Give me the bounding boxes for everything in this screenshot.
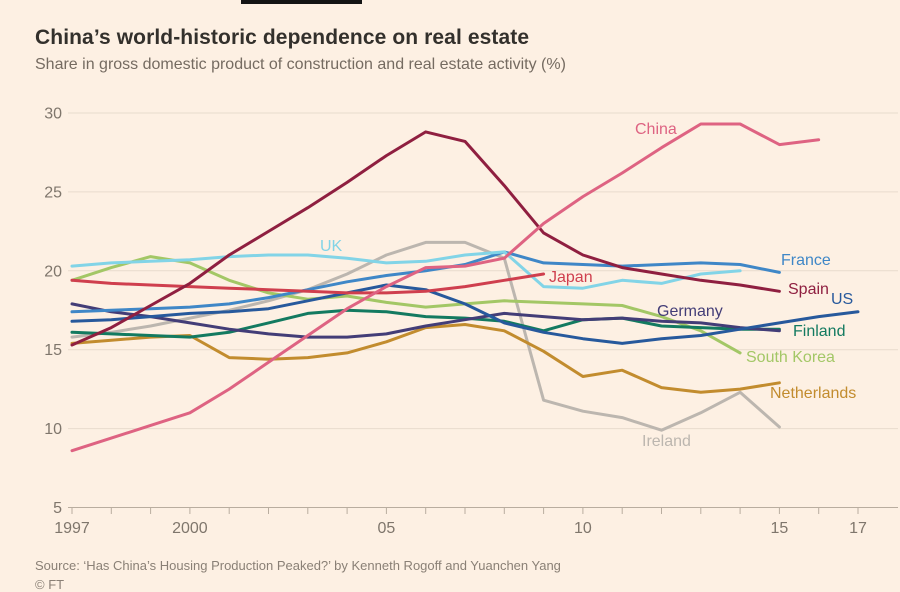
series-label-france: France xyxy=(781,252,831,269)
y-tick-label-15: 15 xyxy=(44,342,62,359)
series-label-china: China xyxy=(635,121,677,138)
source-note: Source: ‘Has China’s Housing Production … xyxy=(35,558,561,573)
line-finland xyxy=(70,308,781,339)
series-label-germany: Germany xyxy=(657,303,723,320)
y-tick-label-25: 25 xyxy=(44,184,62,201)
x-tick-label-2005: 05 xyxy=(378,520,396,537)
x-tick-label-1997: 1997 xyxy=(54,520,90,537)
line-ireland xyxy=(70,240,781,432)
chart-subtitle: Share in gross domestic product of const… xyxy=(35,56,566,73)
series-label-south-korea: South Korea xyxy=(746,349,835,366)
y-tick-label-10: 10 xyxy=(44,421,62,438)
line-china xyxy=(70,122,821,453)
line-south-korea xyxy=(70,255,742,355)
top-crop-bar xyxy=(241,0,362,4)
chart-title: China’s world-historic dependence on rea… xyxy=(35,26,530,50)
line-netherlands xyxy=(70,323,781,394)
series-label-netherlands: Netherlands xyxy=(770,385,856,402)
line-japan xyxy=(70,272,546,295)
x-tick-label-2015: 15 xyxy=(771,520,789,537)
y-tick-label-5: 5 xyxy=(53,500,62,517)
line-spain xyxy=(70,130,781,347)
series-label-ireland: Ireland xyxy=(642,433,691,450)
line-france xyxy=(70,250,781,314)
x-tick-label-2017: 17 xyxy=(849,520,867,537)
x-tick-label-2000: 2000 xyxy=(172,520,208,537)
line-us xyxy=(70,283,860,345)
series-label-japan: Japan xyxy=(549,269,593,286)
x-tick-label-2010: 10 xyxy=(574,520,592,537)
y-tick-label-20: 20 xyxy=(44,263,62,280)
line-uk xyxy=(70,250,742,290)
line-germany xyxy=(70,302,781,339)
series-label-finland: Finland xyxy=(793,323,845,340)
series-label-spain: Spain xyxy=(788,281,829,298)
y-tick-label-30: 30 xyxy=(44,106,62,123)
series-label-uk: UK xyxy=(320,238,343,255)
series-label-us: US xyxy=(831,291,853,308)
